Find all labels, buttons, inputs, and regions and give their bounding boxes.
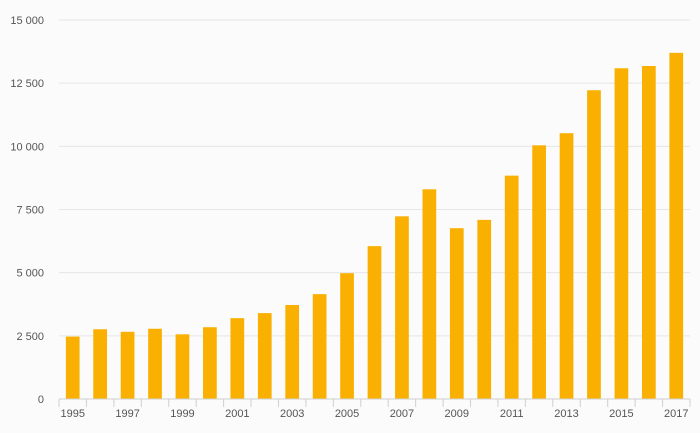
bar-1999 — [175, 334, 190, 399]
bar-2009 — [449, 228, 464, 399]
x-axis-ticks — [58, 399, 691, 407]
x-tick-label: 1997 — [115, 408, 139, 420]
x-tick-label: 2011 — [500, 408, 524, 420]
bar-2015 — [614, 68, 629, 399]
y-tick-label: 7 500 — [16, 205, 44, 217]
x-tick-label: 2017 — [664, 408, 688, 420]
bar-1995 — [65, 336, 80, 399]
x-tick-label: 1995 — [60, 408, 84, 420]
bar-2010 — [477, 219, 492, 399]
x-tick-label: 1999 — [170, 408, 194, 420]
y-axis-labels: 0 2 500 5 000 7 500 10 000 12 500 15 000 — [10, 15, 44, 406]
bar-1996 — [93, 329, 108, 399]
bar-2001 — [230, 318, 245, 399]
bar-2000 — [203, 327, 217, 399]
bar-2006 — [367, 246, 382, 399]
y-tick-label: 12 500 — [10, 78, 44, 90]
x-axis-labels: 1995 1997 1999 2001 2003 2005 2007 2009 2011 2013… — [60, 408, 688, 420]
x-tick-label: 2013 — [554, 408, 578, 420]
bar-2008 — [422, 189, 437, 399]
x-tick-label: 2009 — [445, 408, 469, 420]
bar-2016 — [641, 65, 656, 399]
bar-2017 — [669, 52, 684, 399]
bar-1997 — [120, 331, 135, 399]
y-tick-label: 10 000 — [10, 141, 44, 153]
x-tick-label: 2007 — [390, 408, 414, 420]
x-tick-label: 2015 — [609, 408, 633, 420]
bar-1998 — [148, 328, 162, 399]
bar-2012 — [532, 145, 546, 399]
y-tick-label: 2 500 — [16, 331, 44, 343]
bars — [65, 52, 684, 399]
bar-2005 — [340, 273, 354, 399]
bar-2003 — [285, 305, 300, 399]
x-tick-label: 2001 — [225, 408, 249, 420]
y-tick-label: 0 — [38, 394, 44, 406]
bar-2007 — [395, 216, 409, 399]
bar-2011 — [504, 175, 519, 399]
bar-2014 — [587, 90, 601, 399]
y-tick-label: 5 000 — [16, 268, 44, 280]
x-tick-label: 2003 — [280, 408, 304, 420]
bar-2004 — [312, 294, 327, 399]
bar-2002 — [257, 313, 272, 399]
grid-lines — [59, 19, 690, 337]
bar-2013 — [559, 133, 574, 399]
x-tick-label: 2005 — [335, 408, 359, 420]
y-tick-label: 15 000 — [10, 15, 44, 27]
